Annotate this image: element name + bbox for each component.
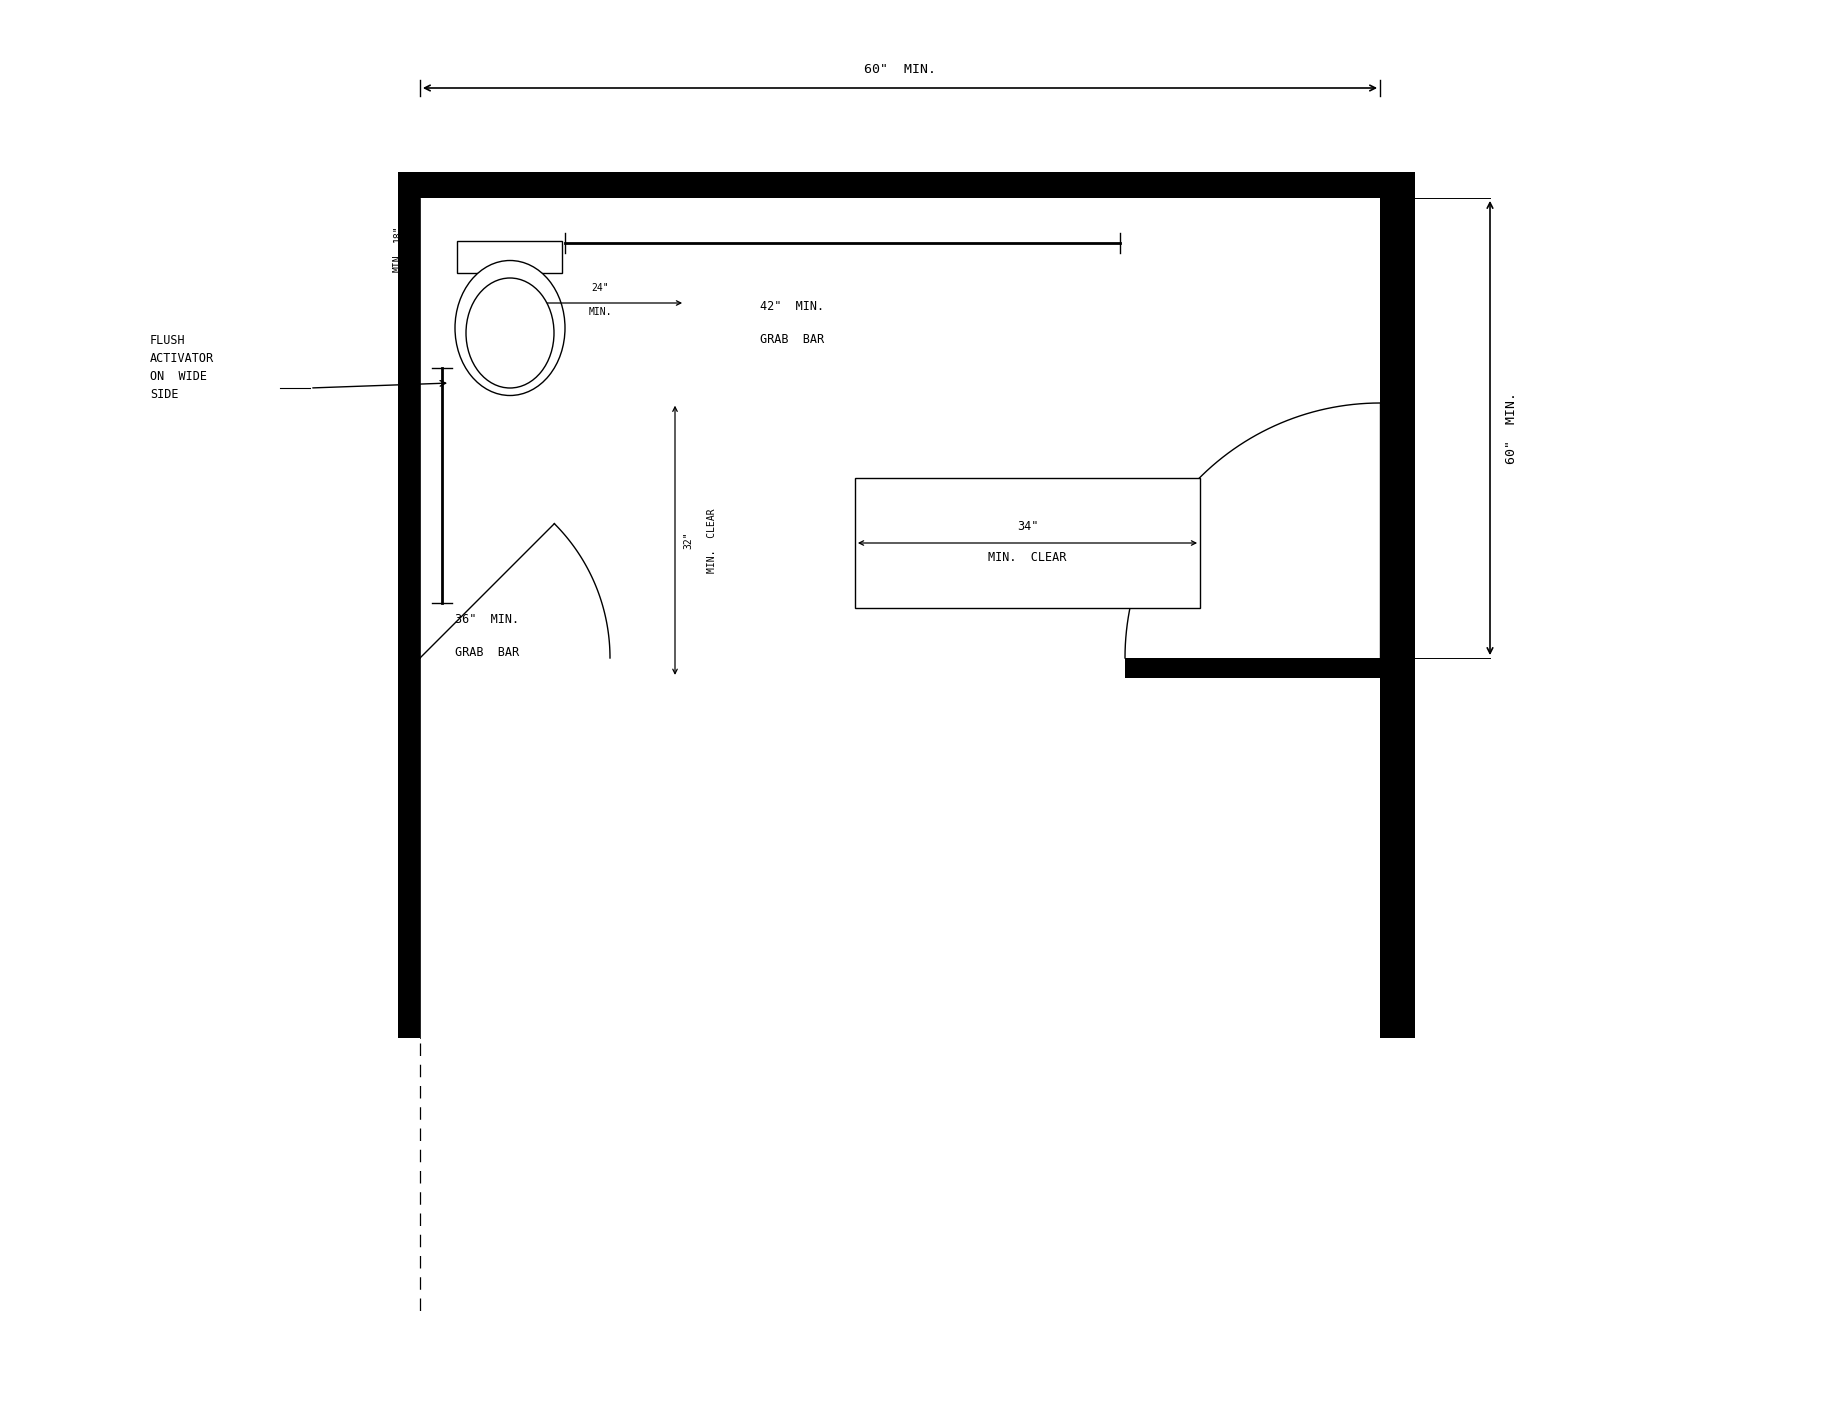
Text: FLUSH
ACTIVATOR
ON  WIDE
SIDE: FLUSH ACTIVATOR ON WIDE SIDE	[150, 335, 214, 401]
Text: 24": 24"	[591, 284, 608, 294]
Bar	[397, 658, 419, 678]
Bar	[397, 172, 1403, 199]
Text: GRAB  BAR: GRAB BAR	[455, 647, 519, 659]
Text: MIN.  CLEAR: MIN. CLEAR	[989, 552, 1066, 564]
Text: 36"  MIN.: 36" MIN.	[455, 613, 519, 625]
Bar	[1380, 172, 1416, 1038]
Text: MIN.  CLEAR: MIN. CLEAR	[708, 508, 717, 573]
Text: 34": 34"	[1016, 520, 1039, 533]
Text: 60"  MIN.: 60" MIN.	[1504, 391, 1517, 464]
Text: 60"  MIN.: 60" MIN.	[865, 62, 935, 77]
Text: MIN.: MIN.	[588, 308, 612, 318]
Text: MIN: MIN	[394, 254, 403, 272]
Bar	[856, 478, 1199, 608]
Ellipse shape	[455, 261, 565, 396]
Text: 42"  MIN.: 42" MIN.	[760, 301, 824, 313]
Bar	[1125, 658, 1380, 678]
Text: 18": 18"	[394, 224, 403, 242]
Bar	[397, 658, 419, 1038]
Bar	[458, 241, 562, 274]
Bar	[397, 199, 419, 658]
Ellipse shape	[466, 278, 554, 389]
Text: GRAB  BAR: GRAB BAR	[760, 333, 824, 346]
Text: 32": 32"	[684, 532, 693, 549]
